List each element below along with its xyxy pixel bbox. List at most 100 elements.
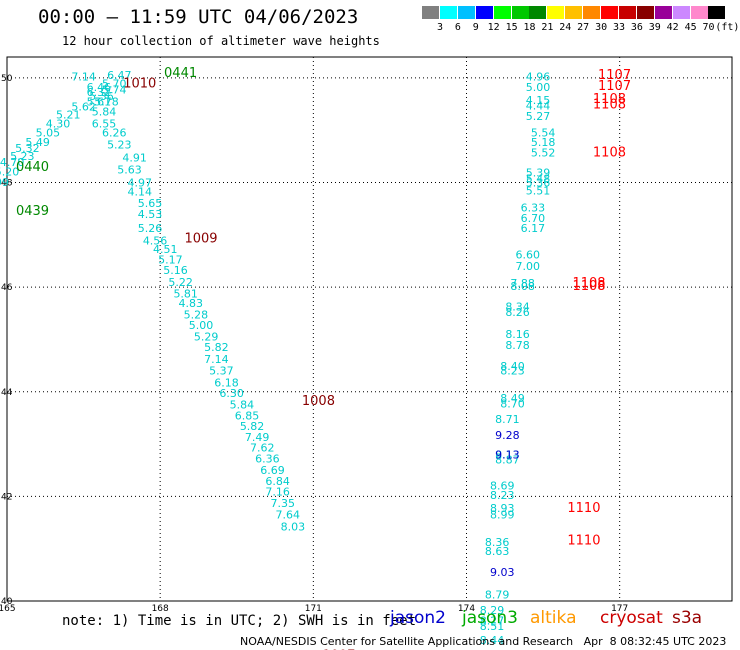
color-swatch [601,6,618,19]
pass-time-label: 1108 [593,145,626,160]
wave-height-label: 8.44 [480,634,505,647]
wave-height-label: 8.29 [480,604,505,617]
color-scale-label: 6 [454,22,461,33]
wave-height-label: 5.26 [138,222,163,235]
wave-height-label: 5.70 [102,77,127,90]
wave-height-label: 9.28 [495,429,520,442]
wave-height-label: 6.17 [521,222,546,235]
color-swatch [439,6,457,19]
wave-height-label: 6.55 [92,118,117,131]
wave-height-label: 5.36 [526,177,551,190]
pass-time-label: 1108 [593,97,626,112]
wave-height-label: 5.61 [87,96,112,109]
wave-height-label: 5.21 [56,109,81,122]
wave-height-label: 8.70 [500,397,525,410]
wave-height-label: 6.84 [265,475,290,488]
wave-height-label: 5.23 [10,150,35,163]
color-scale-label: 12 [487,22,500,33]
color-swatch [708,6,726,19]
color-swatch [475,6,493,19]
satellite-legend-item: s3a [672,608,703,628]
color-scale-label: 27 [577,22,590,33]
color-swatch [511,6,529,19]
pass-time-label: 0441 [164,66,197,81]
wave-height-label: 7.14 [204,353,229,366]
wave-height-label: 6.69 [260,464,285,477]
wave-height-label: 5.20 [0,166,19,179]
wave-height-label: 5.00 [189,319,214,332]
wave-height-label: 5.22 [168,276,193,289]
wave-height-label: 5.16 [163,264,188,277]
wave-height-label: 5.17 [158,254,183,267]
wave-height-label: 7.49 [245,431,270,444]
wave-height-label: 6.36 [255,452,280,465]
color-swatch [636,6,654,19]
wave-height-label: 5.84 [230,399,255,412]
wave-height-label: 4.56 [143,234,168,247]
color-swatch [583,6,601,19]
wave-height-label: 5.84 [92,106,117,119]
color-scale-label: 39 [648,22,661,33]
wave-height-label: 5.65 [138,197,163,210]
wave-height-label: 6.30 [219,387,244,400]
wave-height-label: 5.52 [531,146,556,159]
footer-note: note: 1) Time is in UTC; 2) SWH is in fe… [62,613,417,629]
wave-height-label: 5.62 [71,100,96,113]
wave-height-label: 5.54 [531,127,556,140]
wave-height-label: 5.63 [117,164,142,177]
wave-height-label: 8.78 [505,339,530,352]
wave-height-label: 8.36 [485,536,510,549]
wave-height-label: 8.99 [490,508,515,521]
latitude-tick-label: 50 [1,74,13,84]
wave-height-label: 4.96 [526,71,551,84]
pass-time-label: 0440 [16,160,49,175]
map-title: 00:00 — 11:59 UTC 04/06/2023 [38,6,359,28]
color-swatch [457,6,475,19]
wave-height-label: 4.44 [526,99,551,112]
longitude-tick-label: 171 [305,604,322,614]
pass-time-label: 1110 [567,501,600,516]
pass-time-label: 1009 [184,232,217,247]
color-scale-label: 33 [612,22,626,33]
latitude-tick-label: 44 [1,388,13,398]
wave-height-label: 8.26 [505,306,530,319]
wave-height-label: 6.85 [235,409,260,422]
color-swatch [618,6,636,19]
wave-height-label: 8.34 [505,301,530,314]
wave-height-label: 5.28 [184,309,209,322]
color-swatch [493,6,511,19]
latitude-tick-label: 40 [1,597,13,607]
wave-height-label: 6.46 [87,81,112,94]
wave-height-label: 8.49 [500,392,525,405]
color-scale-label: 36 [630,22,643,33]
wave-height-label: 5.00 [526,81,551,94]
wave-height-label: 5.82 [204,341,229,354]
wave-height-label: 7.16 [265,485,290,498]
wave-height-label: 4.83 [179,297,204,310]
color-scale-label: 24 [559,22,572,33]
pass-time-label: 1108 [572,279,605,294]
wave-height-label: 5.51 [526,185,551,198]
pass-time-label: 1107 [598,79,631,94]
wave-height-label: 5.32 [15,142,40,155]
satellite-legend-item: cryosat [600,608,663,628]
wave-height-label: 4.99 [0,176,9,189]
color-swatch [690,6,708,19]
wave-height-label: 5.29 [194,331,219,344]
wave-height-label: 4.30 [46,118,71,131]
color-swatch [422,6,439,19]
wave-height-label: 5.23 [107,139,132,152]
pass-time-label: 1007 [322,649,355,650]
wave-height-label: 6.47 [107,69,132,82]
longitude-tick-label: 168 [152,604,169,614]
wave-height-label: 8.51 [480,620,505,633]
color-scale-label: 30 [595,22,608,33]
wave-height-label: 8.71 [495,413,520,426]
latitude-tick-label: 48 [1,179,13,189]
longitude-tick-label: 177 [611,604,628,614]
wave-height-label: 8.16 [505,328,530,341]
wave-height-label: 5.81 [173,288,198,301]
wave-height-label: 8.03 [281,520,306,533]
wave-height-label: 7.88 [510,277,535,290]
pass-time-label: 1108 [572,276,605,291]
